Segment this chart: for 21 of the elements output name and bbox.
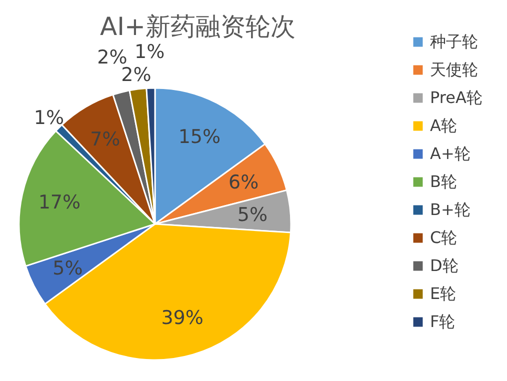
- chart-title: AI+新药融资轮次: [100, 12, 296, 41]
- data-label: 1%: [34, 106, 64, 129]
- legend-label: PreA轮: [430, 88, 482, 107]
- legend-label: A+轮: [430, 144, 470, 163]
- legend-label: E轮: [430, 284, 456, 303]
- legend-label: A轮: [430, 116, 457, 135]
- legend-label: B轮: [430, 172, 457, 191]
- data-label: 5%: [237, 204, 268, 226]
- data-label: 15%: [178, 126, 221, 148]
- data-label: 7%: [90, 128, 120, 151]
- legend-label: 种子轮: [430, 32, 478, 51]
- data-label: 39%: [161, 307, 204, 330]
- legend-label: B+轮: [430, 200, 470, 219]
- legend-label: D轮: [430, 256, 458, 275]
- legend-label: F轮: [430, 312, 456, 331]
- data-label: 5%: [52, 257, 83, 280]
- legend-label: C轮: [430, 228, 458, 247]
- data-label: 6%: [228, 171, 259, 194]
- data-label: 1%: [134, 41, 165, 64]
- legend-label: 天使轮: [430, 60, 478, 79]
- data-label: 17%: [38, 192, 81, 214]
